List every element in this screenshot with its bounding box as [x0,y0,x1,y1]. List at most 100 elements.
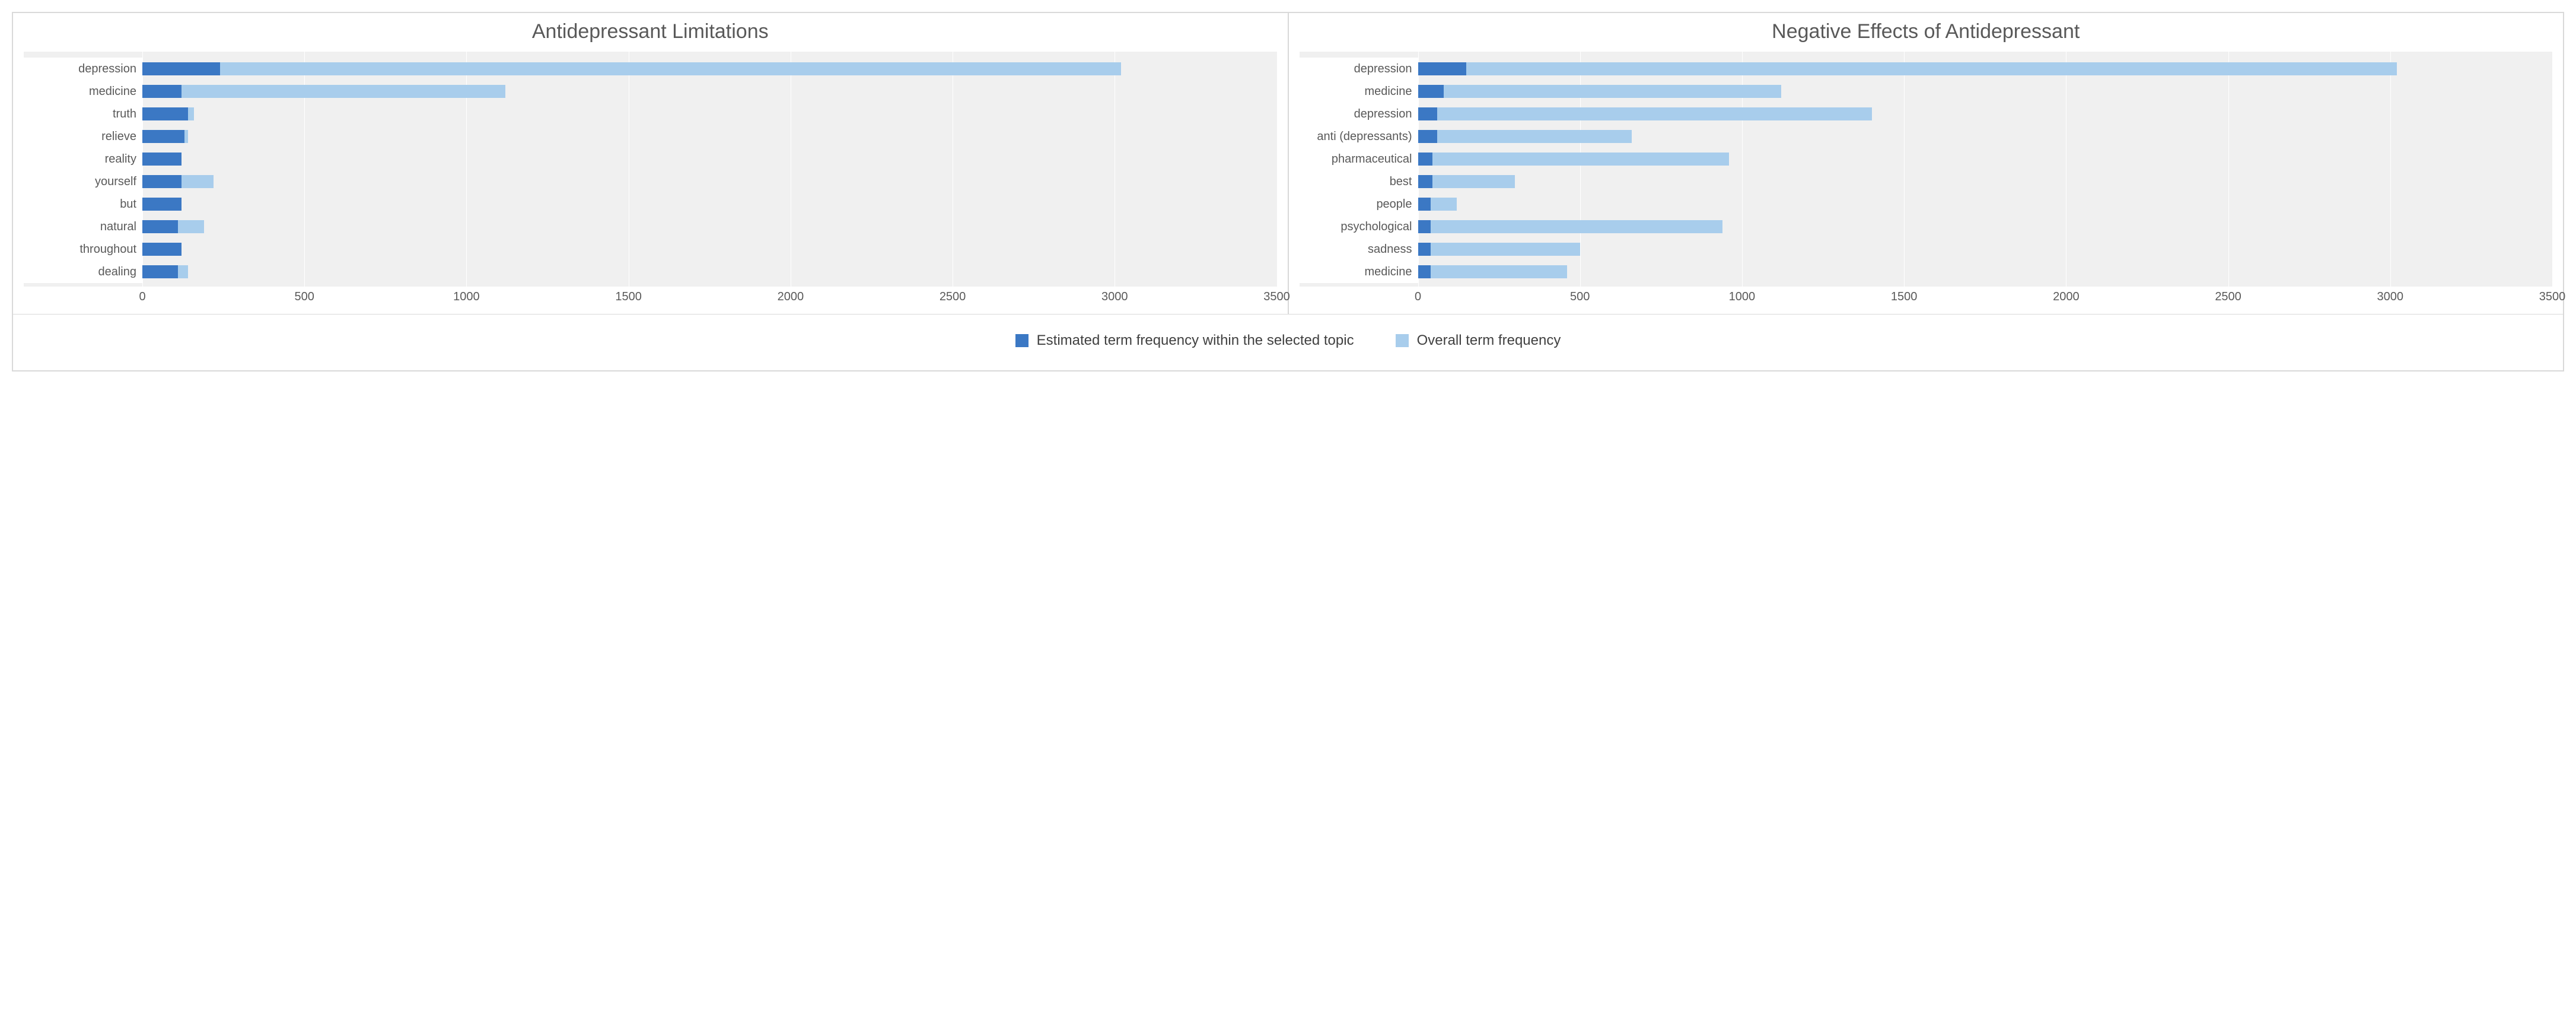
bar-row: depression [24,58,1277,80]
x-axis: 0500100015002000250030003500 [1300,289,2553,306]
bar-overall [1418,85,1781,98]
bar-row: throughout [24,238,1277,261]
x-axis-tick: 500 [295,290,314,304]
bar-row: pharmaceutical [1300,148,2553,170]
bar-topic [142,175,182,188]
y-axis-label: pharmaceutical [1300,148,1418,170]
dashboard: Antidepressant Limitationsdepressionmedi… [12,12,2564,371]
bar-topic [1418,220,1431,233]
bar-row: medicine [1300,261,2553,283]
bar-topic [142,265,178,278]
legend-label: Estimated term frequency within the sele… [1037,332,1354,349]
x-axis-tick: 0 [139,290,145,304]
bar-row: best [1300,170,2553,193]
bar-overall [1418,175,1515,188]
y-axis-label: depression [24,58,142,80]
x-axis-tick: 1500 [615,290,642,304]
x-axis-tick: 500 [1570,290,1590,304]
bar-topic [142,107,188,120]
bar-topic [142,85,182,98]
bar-row: anti (depressants) [1300,125,2553,148]
bar-overall [1418,153,1730,166]
bar-overall [1418,130,1632,143]
legend-label: Overall term frequency [1417,332,1561,349]
y-axis-label: reality [24,148,142,170]
x-axis-tick: 1000 [453,290,480,304]
y-axis-label: dealing [24,261,142,283]
plot-area: depressionmedicinetruthrelieverealityyou… [24,52,1277,287]
chart-title: Antidepressant Limitations [24,20,1277,43]
legend-item: Estimated term frequency within the sele… [1015,332,1354,349]
y-axis-label: depression [1300,58,1418,80]
bar-topic [1418,265,1431,278]
bar-row: sadness [1300,238,2553,261]
y-axis-label: medicine [1300,80,1418,103]
x-axis-tick: 3000 [1101,290,1128,304]
bar-topic [142,198,182,211]
bar-overall [1418,243,1580,256]
x-axis-tick: 2000 [2053,290,2080,304]
bar-row: truth [24,103,1277,125]
x-axis-tick: 1500 [1891,290,1918,304]
legend-item: Overall term frequency [1396,332,1561,349]
y-axis-label: anti (depressants) [1300,125,1418,148]
y-axis-label: people [1300,193,1418,215]
bar-row: reality [24,148,1277,170]
y-axis-label: relieve [24,125,142,148]
bar-overall [1418,107,1872,120]
y-axis-label: medicine [24,80,142,103]
chart-title: Negative Effects of Antidepressant [1300,20,2553,43]
bar-row: relieve [24,125,1277,148]
x-axis-tick: 2500 [940,290,966,304]
bar-topic [142,62,220,75]
bar-topic [142,130,184,143]
charts-row: Antidepressant Limitationsdepressionmedi… [12,12,2564,315]
bar-row: people [1300,193,2553,215]
legend-swatch [1396,334,1409,347]
legend-swatch [1015,334,1029,347]
bar-topic [1418,175,1433,188]
x-axis: 0500100015002000250030003500 [24,289,1277,306]
x-axis-tick: 0 [1415,290,1421,304]
bar-overall [1418,62,2397,75]
x-axis-tick: 3500 [2539,290,2566,304]
y-axis-label: but [24,193,142,215]
bar-topic [1418,130,1438,143]
plot-area: depressionmedicinedepressionanti (depres… [1300,52,2553,287]
bar-topic [142,243,182,256]
bar-topic [1418,107,1438,120]
chart-panel-1: Negative Effects of Antidepressant depres… [1288,12,2564,315]
y-axis-label: truth [24,103,142,125]
bar-topic [1418,153,1433,166]
bar-row: natural [24,215,1277,238]
y-axis-label: medicine [1300,261,1418,283]
y-axis-label: yourself [24,170,142,193]
bar-row: medicine [1300,80,2553,103]
bar-overall [142,62,1121,75]
bar-row: depression [1300,103,2553,125]
bar-topic [1418,198,1431,211]
bar-overall [1418,220,1723,233]
legend: Estimated term frequency within the sele… [12,315,2564,371]
bar-overall [1418,265,1567,278]
bar-topic [142,220,178,233]
bar-row: depression [1300,58,2553,80]
bar-row: psychological [1300,215,2553,238]
bar-topic [142,153,182,166]
y-axis-label: best [1300,170,1418,193]
bar-topic [1418,243,1431,256]
chart-panel-0: Antidepressant Limitations depressionmedi… [12,12,1288,315]
y-axis-label: sadness [1300,238,1418,261]
bar-row: dealing [24,261,1277,283]
x-axis-tick: 3500 [1263,290,1290,304]
y-axis-label: natural [24,215,142,238]
bar-row: yourself [24,170,1277,193]
x-axis-tick: 2500 [2215,290,2241,304]
x-axis-tick: 3000 [2377,290,2404,304]
bar-row: medicine [24,80,1277,103]
y-axis-label: throughout [24,238,142,261]
y-axis-label: psychological [1300,215,1418,238]
bar-topic [1418,85,1444,98]
bar-topic [1418,62,1467,75]
bar-row: but [24,193,1277,215]
